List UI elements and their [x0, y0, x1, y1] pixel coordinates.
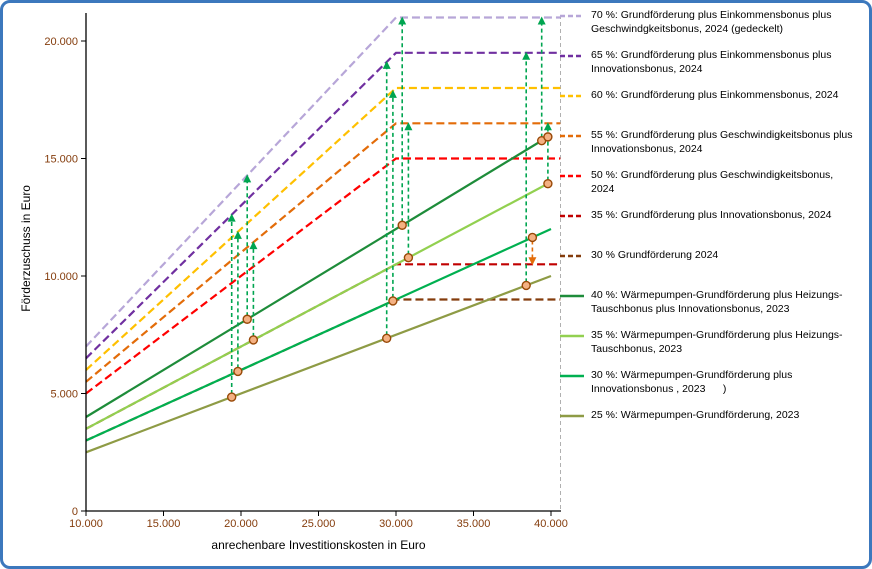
data-point-marker: [527, 232, 538, 243]
series-line: [85, 274, 552, 454]
x-tick-label: 30.000: [379, 518, 413, 530]
x-tick-label: 35.000: [457, 518, 491, 530]
legend-swatch-solid: [560, 374, 584, 378]
legend-swatch-dashed: [560, 94, 584, 98]
legend-swatch-dashed: [560, 214, 584, 218]
delta-arrow-head: [522, 51, 531, 60]
x-tick-label: 15.000: [147, 518, 181, 530]
y-tick-label: 0: [72, 506, 78, 518]
legend-label: 30 % Grundförderung 2024: [591, 249, 719, 261]
legend-swatch-solid: [560, 294, 584, 298]
series-line: [85, 122, 561, 383]
y-tick-label: 5.000: [50, 389, 78, 401]
legend-swatch-dashed: [560, 174, 584, 178]
x-tick-label: 10.000: [69, 518, 103, 530]
data-point-marker: [226, 392, 237, 402]
y-tick-label: 15.000: [44, 154, 78, 166]
delta-arrow-head: [528, 257, 537, 266]
legend-swatch-dashed: [560, 254, 584, 258]
series-line: [85, 181, 552, 430]
legend-item: 30 % Grundförderung 2024: [560, 249, 870, 289]
legend-label: 25 %: Wärmepumpen-Grundförderung, 2023: [591, 409, 800, 421]
legend-item: 35 %: Grundförderung plus Innovationsbon…: [560, 209, 870, 249]
delta-arrow-head: [249, 241, 258, 250]
legend-item: 35 %: Wärmepumpen-Grundförderung plus He…: [560, 329, 870, 369]
data-point-marker: [403, 252, 414, 263]
legend-swatch-dashed: [560, 134, 584, 138]
legend-swatch-solid: [560, 414, 584, 418]
legend-label: 35 %: Wärmepumpen-Grundförderung plus He…: [591, 329, 843, 355]
delta-arrow-head: [404, 122, 413, 131]
legend-item: 65 %: Grundförderung plus Einkommensbonu…: [560, 49, 870, 89]
delta-arrow-head: [543, 122, 552, 131]
series-line: [85, 134, 552, 418]
series-line: [85, 157, 561, 395]
delta-arrow-head: [243, 174, 252, 183]
data-point-marker: [543, 178, 553, 189]
legend-label: 50 %: Grundförderung plus Geschwindigkei…: [591, 169, 834, 195]
legend-label: 70 %: Grundförderung plus Einkommensbonu…: [591, 9, 832, 35]
delta-arrow-head: [398, 16, 407, 25]
delta-arrow-head: [233, 230, 242, 239]
legend-item: 40 %: Wärmepumpen-Grundförderung plus He…: [560, 289, 870, 329]
legend-label: 35 %: Grundförderung plus Innovationsbon…: [591, 209, 832, 221]
delta-arrow-head: [388, 89, 397, 98]
legend-swatch-dashed: [560, 54, 584, 58]
series-line: [85, 51, 561, 360]
legend-label: 65 %: Grundförderung plus Einkommensbonu…: [591, 49, 832, 75]
legend-item: 25 %: Wärmepumpen-Grundförderung, 2023: [560, 409, 870, 449]
delta-arrow-head: [382, 60, 391, 69]
series-line: [85, 227, 552, 442]
series-line: [85, 16, 561, 348]
x-tick-label: 20.000: [224, 518, 258, 530]
legend-swatch-dashed: [560, 14, 584, 18]
y-tick-label: 20.000: [44, 36, 78, 48]
x-tick-label: 40.000: [534, 518, 568, 530]
x-tick-label: 25.000: [302, 518, 336, 530]
delta-arrow-head: [227, 213, 236, 222]
data-point-marker: [521, 280, 531, 291]
legend-swatch-solid: [560, 334, 584, 338]
delta-arrow-head: [537, 16, 546, 25]
legend-item: 55 %: Grundförderung plus Geschwindigkei…: [560, 129, 870, 169]
series-line: [85, 298, 561, 442]
data-point-marker: [382, 333, 392, 343]
y-tick-label: 10.000: [44, 271, 78, 283]
data-point-marker: [233, 366, 243, 377]
legend-item: 30 %: Wärmepumpen-Grundförderung plus In…: [560, 369, 870, 409]
data-point-marker: [248, 335, 259, 345]
legend-label: 40 %: Wärmepumpen-Grundförderung plus He…: [591, 289, 843, 315]
legend-label: 60 %: Grundförderung plus Einkommensbonu…: [591, 89, 839, 101]
legend-item: 60 %: Grundförderung plus Einkommensbonu…: [560, 89, 870, 129]
chart-legend: 70 %: Grundförderung plus Einkommensbonu…: [560, 9, 870, 449]
legend-item: 70 %: Grundförderung plus Einkommensbonu…: [560, 9, 870, 49]
legend-label: 30 %: Wärmepumpen-Grundförderung plus In…: [591, 369, 793, 395]
chart-plot: 10.000 15.000 20.000 25.000 30.000 35.000 40.0…: [44, 13, 568, 530]
x-axis-title: anrechenbare Investitionskosten in Euro: [211, 538, 426, 552]
data-point-marker: [388, 296, 398, 306]
series-line: [85, 86, 561, 371]
data-point-marker: [543, 132, 553, 142]
data-point-marker: [397, 220, 407, 230]
data-point-marker: [242, 314, 252, 324]
legend-label: 55 %: Grundförderung plus Geschwindigkei…: [591, 129, 853, 155]
legend-item: 50 %: Grundförderung plus Geschwindigkei…: [560, 169, 870, 209]
